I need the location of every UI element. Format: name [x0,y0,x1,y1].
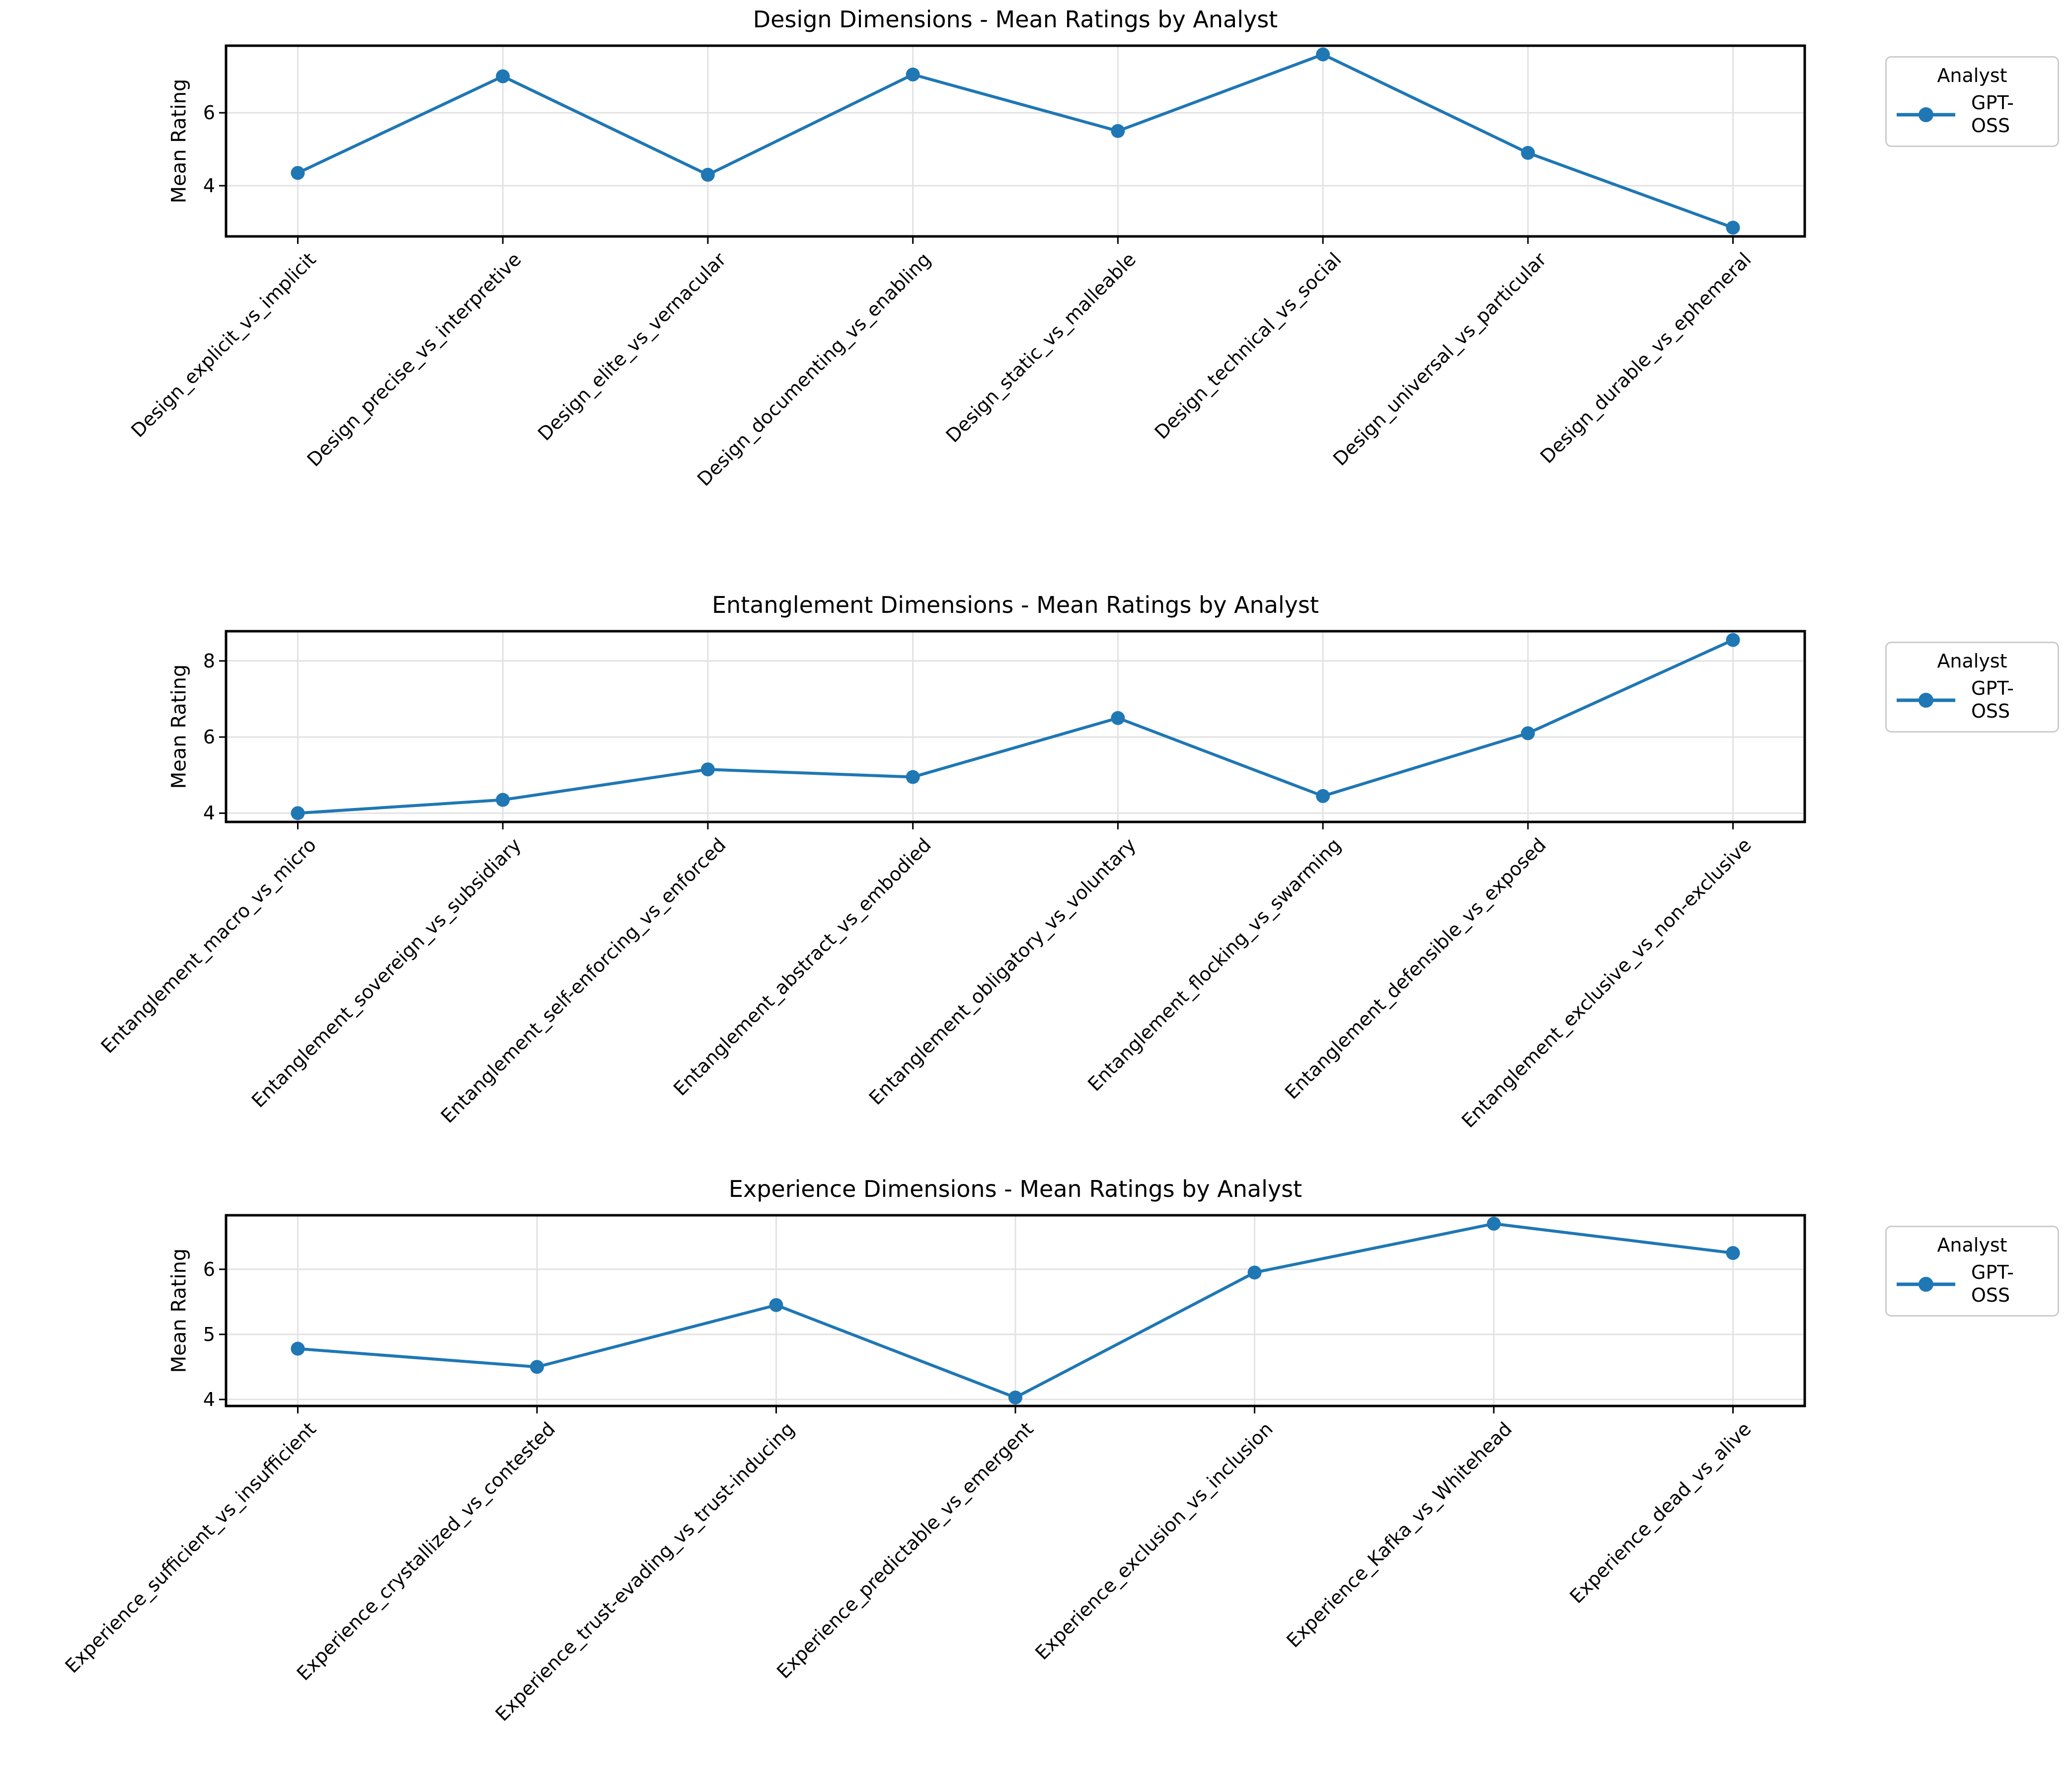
legend-box: Analyst GPT-OSS [1885,642,2059,733]
y-tick-label: 5 [203,1323,215,1345]
data-point-marker [291,1341,305,1356]
legend-title: Analyst [1937,65,2007,86]
x-tick-label: Experience_predictable_vs_emergent [772,1418,1038,1683]
legend-box: Analyst GPT-OSS [1885,1226,2059,1317]
data-point-marker [1316,47,1330,62]
data-point-marker [700,762,715,777]
x-tick-label: Experience_exclusion_vs_inclusion [1031,1418,1277,1664]
data-point-marker [1008,1390,1022,1404]
legend-title: Analyst [1937,650,2007,672]
data-point-marker [291,166,305,180]
legend-series-label: GPT-OSS [1971,92,2014,137]
legend-item: GPT-OSS [1894,92,2051,137]
y-tick-label: 4 [203,802,215,824]
legend-line-marker-icon [1897,692,1955,708]
legend-line-marker-icon [1897,1276,1955,1292]
data-point-marker [769,1298,783,1312]
data-point-marker [906,68,920,82]
plot-title: Experience Dimensions - Mean Ratings by … [728,1176,1303,1202]
plot-title: Design Dimensions - Mean Ratings by Anal… [753,6,1278,33]
legend-series-label: GPT-OSS [1971,1261,2014,1306]
plot-title: Entanglement Dimensions - Mean Ratings b… [712,591,1319,618]
data-point-marker [530,1360,544,1374]
y-tick-label: 6 [203,1258,215,1280]
plot-border [225,44,1806,238]
series-line [296,638,1735,815]
series-line [296,53,1735,229]
y-tick-label: 8 [203,650,215,672]
x-tick-label: Experience_trust-evading_vs_trust-induci… [491,1418,799,1726]
plot-border [225,1214,1806,1407]
data-point-marker [1111,711,1125,725]
legend-series-label: GPT-OSS [1971,677,2014,722]
data-point-marker [1726,633,1740,647]
x-tick-label: Experience_dead_vs_alive [1565,1418,1756,1608]
data-point-marker [1111,124,1125,138]
data-point-marker [1247,1265,1262,1280]
plot-border [225,630,1806,823]
legend-box: Analyst GPT-OSS [1885,56,2059,147]
plot-area [219,1214,1806,1413]
data-point-marker [291,806,305,820]
x-tick-label: Experience_crystallized_vs_contested [292,1418,560,1685]
plot-area [219,630,1806,829]
legend-item: GPT-OSS [1894,677,2051,723]
x-tick-label: Experience_sufficient_vs_insufficient [61,1418,320,1678]
plot-area [219,44,1806,244]
data-point-marker [496,69,510,83]
y-axis-label-wrap: Mean Rating [149,1215,209,1406]
x-tick-label: Experience_Kafka_vs_Whitehead [1282,1418,1517,1652]
y-tick-label: 4 [203,174,215,197]
data-point-marker [1487,1217,1501,1231]
data-point-marker [496,793,510,807]
y-tick-label: 4 [203,1388,215,1410]
data-point-marker [1521,146,1535,160]
data-point-marker [1726,221,1740,235]
legend-item: GPT-OSS [1894,1261,2051,1307]
y-tick-label: 6 [203,102,215,124]
legend-line-marker-icon [1897,107,1955,122]
data-point-marker [700,167,715,182]
legend-title: Analyst [1937,1234,2007,1256]
data-point-marker [1726,1246,1740,1260]
data-point-marker [1316,789,1330,803]
data-point-marker [906,770,920,784]
y-tick-label: 6 [203,726,215,748]
data-point-marker [1521,726,1535,740]
